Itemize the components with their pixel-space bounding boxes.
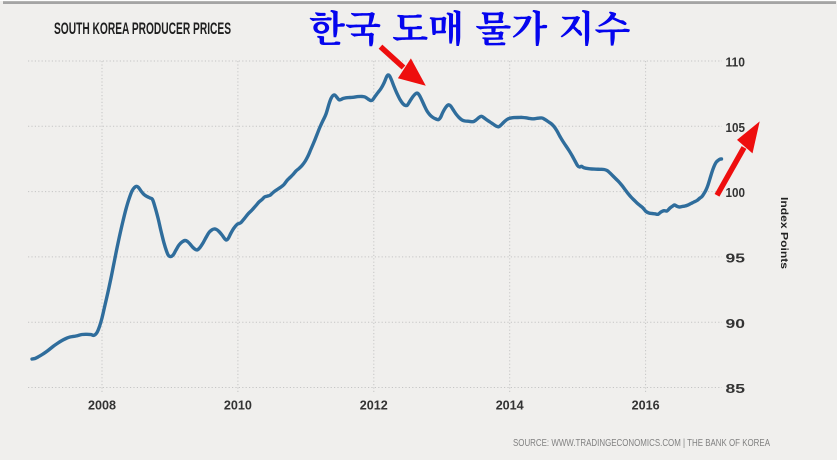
svg-text:2008: 2008 <box>88 397 116 412</box>
svg-text:2012: 2012 <box>360 397 388 412</box>
svg-text:Index Points: Index Points <box>778 197 790 269</box>
svg-text:2010: 2010 <box>224 397 252 412</box>
svg-text:110: 110 <box>726 55 746 70</box>
svg-text:100: 100 <box>726 185 746 200</box>
svg-text:90: 90 <box>726 316 746 331</box>
svg-text:105: 105 <box>726 120 746 135</box>
svg-text:95: 95 <box>726 251 746 266</box>
svg-text:2016: 2016 <box>632 397 660 412</box>
svg-text:SOURCE: WWW.TRADINGECONOMICS.C: SOURCE: WWW.TRADINGECONOMICS.COM | THE B… <box>513 438 770 449</box>
svg-text:SOUTH KOREA PRODUCER PRICES: SOUTH KOREA PRODUCER PRICES <box>54 19 231 38</box>
svg-text:85: 85 <box>726 381 746 396</box>
svg-text:2014: 2014 <box>496 397 525 412</box>
